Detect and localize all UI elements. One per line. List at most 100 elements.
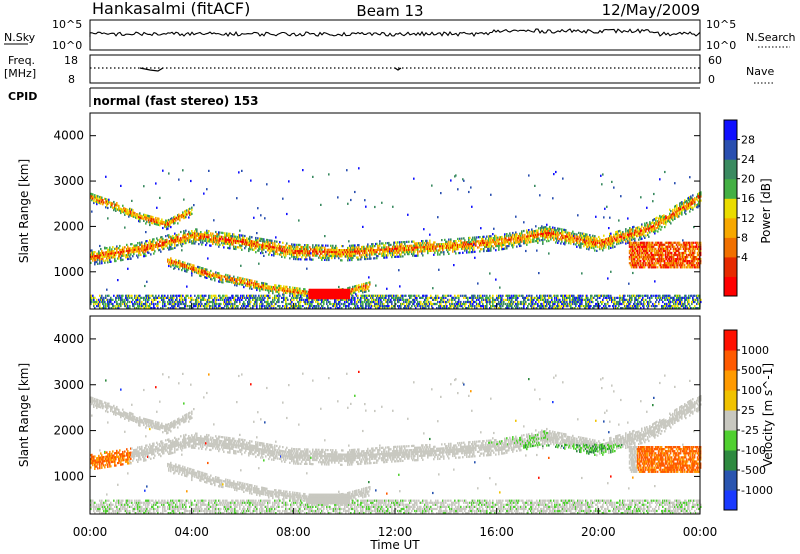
power-cell [262,238,264,241]
power-cell [153,302,155,306]
power-cell [495,298,497,301]
power-cell [511,307,513,310]
power-cell [471,298,473,301]
power-cell [546,240,548,243]
power-cell [495,249,497,252]
power-cell [209,244,211,247]
power-cell [469,243,471,246]
power-cell [167,242,169,245]
power-cell [478,236,480,239]
power-cell [260,298,262,301]
power-cell [479,302,481,306]
power-cell [478,242,480,245]
power-cell [157,223,159,226]
power-cell [480,240,482,243]
power-cell [194,230,196,233]
power-cell [466,307,468,310]
power-cell [270,307,272,310]
power-cell [487,300,489,304]
power-cell [400,296,402,299]
power-cell [432,302,434,306]
power-cell [388,296,390,299]
power-cell [539,294,541,297]
power-cell [471,296,473,299]
power-cell [466,249,468,252]
power-cell [330,244,332,247]
power-cell [369,302,371,306]
power-cell [290,290,292,293]
power-cell [120,259,122,262]
power-cell [363,296,365,299]
power-cell [264,246,266,249]
power-cell [219,235,221,238]
power-cell [129,209,131,212]
power-cell [489,237,491,240]
power-cell [386,300,388,304]
power-cell [189,213,191,216]
power-cell [147,305,149,308]
power-cell [518,300,520,304]
power-cell [481,244,483,247]
power-cell [398,300,400,304]
power-cell [141,243,143,246]
power-cell [379,248,381,251]
power-cell [211,294,213,297]
power-cell [109,256,111,259]
power-cell [312,175,314,178]
power-cell [526,307,528,310]
power-cell [96,260,98,264]
power-cell [231,281,233,284]
power-cell [481,305,483,308]
power-cell [105,255,107,258]
power-cell [523,305,525,308]
power-cell [322,244,324,247]
power-cell [410,300,412,304]
power-cell [294,293,296,296]
power-cell [478,246,480,249]
power-cell [274,244,276,247]
power-cell [354,190,356,194]
power-cell [283,298,285,301]
power-cell [385,296,387,299]
power-cell [126,247,128,251]
power-cell [489,294,491,297]
power-cell [297,256,299,259]
power-cell [362,289,364,292]
power-cell [506,241,508,244]
power-cell [179,298,181,301]
power-cell [254,242,256,245]
power-cell [168,242,170,245]
power-cell [177,261,179,264]
power-cell [240,294,242,297]
power-cell [255,236,257,240]
power-cell [174,232,176,235]
power-cell [349,298,351,301]
power-cell [170,241,172,244]
power-cell [243,305,245,308]
power-cell [552,236,554,239]
power-cell [431,305,433,308]
power-cell [133,252,135,256]
power-cell [314,252,316,255]
power-cell [196,230,198,233]
power-cell [113,256,115,259]
power-cell [256,241,258,244]
power-cell [266,294,268,297]
power-cell [288,244,290,247]
power-cell [530,296,532,299]
power-cell [174,242,176,245]
power-cell [139,302,141,306]
power-cell [384,305,386,308]
power-cell [116,247,118,250]
power-cell [483,298,485,301]
power-cell [431,296,433,299]
power-cell [180,262,182,265]
power-cell [263,288,265,291]
power-cell [317,246,319,249]
power-cell [529,302,531,306]
power-cell [91,193,93,196]
power-cell [495,234,497,237]
power-cell [447,244,449,247]
power-cell [243,294,245,297]
power-cell [494,298,496,301]
